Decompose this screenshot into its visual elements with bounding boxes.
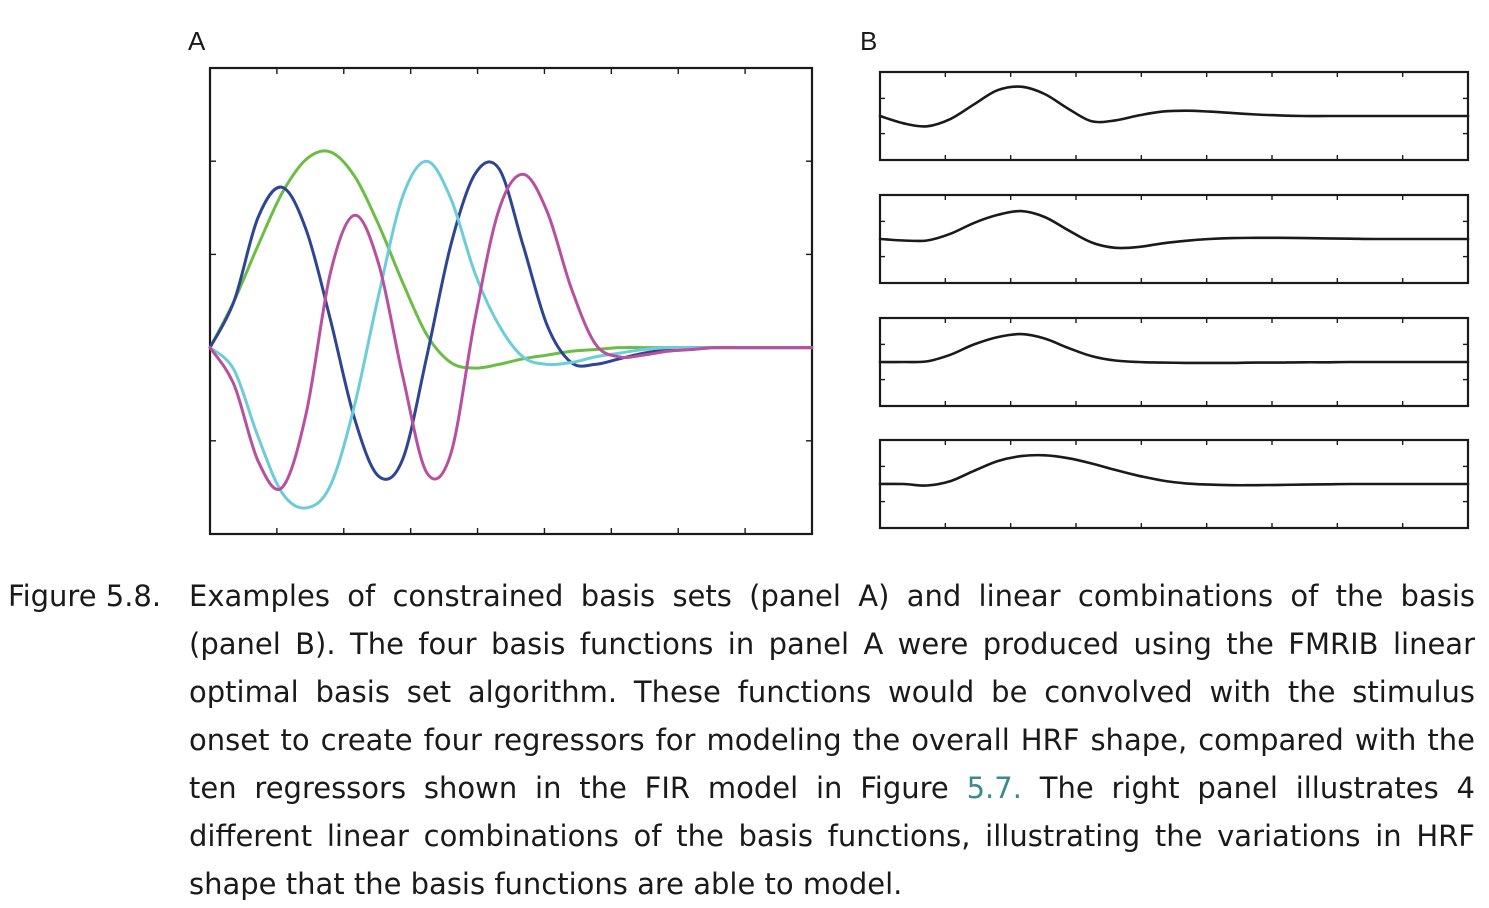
panel-b-series-line-2 (878, 209, 1470, 250)
panel-b-series-line-1 (878, 85, 1470, 128)
caption-text: Examples of constrained basis sets (pane… (189, 579, 1475, 805)
panel-b-charts (878, 70, 1470, 530)
panel-b-subplot-2 (878, 193, 1470, 285)
panel-a-chart (208, 66, 814, 536)
panel-b-series-line-4 (878, 453, 1470, 487)
caption-label: Figure 5.8. (8, 579, 162, 613)
panel-a-series-line-2 (208, 160, 814, 481)
caption-body: Examples of constrained basis sets (pane… (189, 572, 1475, 908)
panel-a-label: A (188, 26, 206, 56)
panel-a-series-line-4 (208, 172, 814, 491)
panel-b-label: B (860, 26, 878, 56)
figure-reference-link[interactable]: 5.7. (966, 771, 1022, 805)
panel-a-frame (208, 66, 814, 536)
panel-b-subplot-1 (878, 70, 1470, 162)
panel-b-series-line-3 (878, 332, 1470, 365)
panel-b-subplot-3 (878, 316, 1470, 408)
caption-text-continued: The right panel illustrates 4 different … (189, 771, 1476, 901)
panel-b-subplot-4 (878, 438, 1470, 530)
figure-plots (208, 66, 1470, 536)
